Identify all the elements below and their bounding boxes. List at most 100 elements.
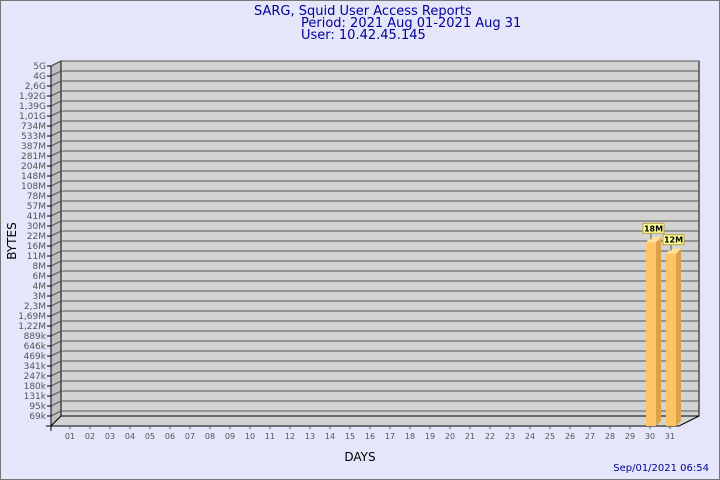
bar-top	[666, 248, 681, 254]
x-tick-label: 12	[285, 432, 295, 441]
grid-line-wall	[50, 350, 62, 357]
grid-line-wall	[50, 90, 62, 97]
x-tick-label: 23	[505, 432, 515, 441]
grid-line-wall	[50, 390, 62, 397]
chart-title: SARG, Squid User Access Reports	[254, 4, 472, 19]
timestamp-footer: Sep/01/2021 06:54	[613, 463, 709, 474]
grid-line-wall	[50, 400, 62, 407]
y-tick-label: 180k	[24, 382, 47, 392]
grid-line-wall	[50, 260, 62, 267]
x-tick-label: 20	[445, 432, 455, 441]
x-tick-label: 17	[385, 432, 395, 441]
x-tick-label: 22	[485, 432, 495, 441]
y-tick-label: 41M	[27, 212, 46, 222]
y-tick-label: 30M	[27, 222, 46, 232]
y-tick-label: 6M	[33, 272, 47, 282]
y-tick-label: 889k	[24, 332, 47, 342]
bar	[666, 253, 676, 426]
grid-line-wall	[50, 140, 62, 147]
grid-line-wall	[50, 410, 62, 417]
x-tick-label: 25	[545, 432, 555, 441]
x-tick-label: 26	[565, 432, 575, 441]
y-tick-label: 281M	[21, 152, 46, 162]
x-tick-label: 13	[305, 432, 315, 441]
grid-line-wall	[50, 310, 62, 317]
y-tick-label: 204M	[21, 162, 46, 172]
y-tick-label: 4G	[33, 72, 46, 82]
bar-side	[676, 248, 681, 426]
grid-line-wall	[50, 220, 62, 227]
y-tick-label: 4M	[33, 282, 47, 292]
y-tick-label: 1,69M	[18, 312, 46, 322]
grid-line-wall	[50, 250, 62, 257]
grid-line-wall	[50, 380, 62, 387]
grid-line-wall	[50, 200, 62, 207]
x-tick-label: 11	[265, 432, 275, 441]
y-tick-label: 1,22M	[18, 322, 46, 332]
grid-line-wall	[50, 320, 62, 327]
grid-line-wall	[50, 190, 62, 197]
grid-line-wall	[50, 300, 62, 307]
x-tick-label: 19	[425, 432, 435, 441]
plot-back-wall	[60, 60, 700, 417]
y-tick-label: 108M	[21, 182, 46, 192]
y-tick-label: 1,39G	[19, 102, 46, 112]
plot-floor	[49, 415, 700, 427]
x-tick-label: 06	[165, 432, 175, 441]
x-tick-label: 03	[105, 432, 115, 441]
grid-line-wall	[50, 210, 62, 217]
grid-line-wall	[50, 170, 62, 177]
grid-line-wall	[50, 240, 62, 247]
bar	[646, 242, 656, 426]
y-tick-label: 22M	[27, 232, 46, 242]
y-tick-label: 3M	[33, 292, 47, 302]
y-tick-label: 57M	[27, 202, 46, 212]
grid-line-wall	[50, 230, 62, 237]
y-tick-label: 8M	[33, 262, 47, 272]
y-tick-label: 11M	[27, 252, 46, 262]
grid-line-wall	[50, 120, 62, 127]
x-tick-label: 28	[605, 432, 615, 441]
grid-line-wall	[50, 110, 62, 117]
data-label: 18M	[644, 224, 663, 233]
data-label-box	[662, 234, 685, 246]
y-tick-label: 148M	[21, 172, 46, 182]
y-tick-label: 69k	[29, 412, 46, 422]
grid-line-wall	[50, 340, 62, 347]
x-tick-label: 15	[345, 432, 355, 441]
y-tick-label: 533M	[21, 132, 46, 142]
x-tick-label: 02	[85, 432, 95, 441]
y-tick-label: 247k	[24, 372, 47, 382]
y-tick-label: 131k	[24, 392, 47, 402]
y-tick-label: 734M	[21, 122, 46, 132]
bar-side	[656, 237, 661, 426]
x-tick-label: 31	[665, 432, 675, 441]
x-tick-label: 10	[245, 432, 255, 441]
grid-line-wall	[50, 80, 62, 87]
x-tick-label: 09	[225, 432, 235, 441]
grid-line-wall	[50, 290, 62, 297]
chart-period: Period: 2021 Aug 01-2021 Aug 31	[301, 16, 522, 31]
grid-line-wall	[50, 150, 62, 157]
data-label: 12M	[664, 236, 683, 245]
x-tick-label: 08	[205, 432, 215, 441]
y-tick-label: 1,92G	[19, 92, 46, 102]
y-tick-label: 78M	[27, 192, 46, 202]
x-tick-label: 24	[525, 432, 535, 441]
y-tick-label: 469k	[24, 352, 47, 362]
x-tick-label: 07	[185, 432, 195, 441]
bar-top	[646, 237, 661, 243]
x-tick-label: 05	[145, 432, 155, 441]
grid-line-wall	[50, 280, 62, 287]
y-tick-label: 2,6G	[25, 82, 46, 92]
grid-line-wall	[50, 70, 62, 77]
x-tick-label: 21	[465, 432, 475, 441]
grid-line-wall	[50, 360, 62, 367]
grid-line-wall	[50, 60, 62, 67]
grid-line-wall	[50, 130, 62, 137]
x-tick-label: 27	[585, 432, 595, 441]
y-tick-label: 341k	[24, 362, 47, 372]
y-tick-label: 95k	[29, 402, 46, 412]
